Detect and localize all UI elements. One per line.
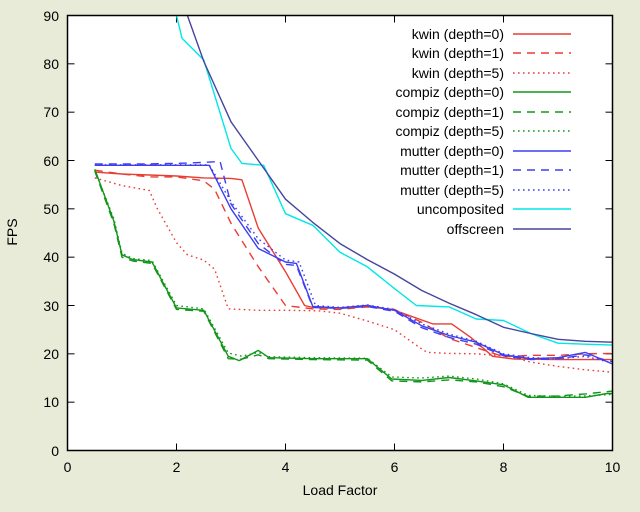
series-line-compiz-depth-0 xyxy=(94,168,613,398)
plot-frame xyxy=(66,14,614,452)
legend-label-compiz-depth-0: compiz (depth=0) xyxy=(395,84,504,101)
legend-swatch-kwin-depth-1 xyxy=(513,52,571,55)
x-axis-title: Load Factor xyxy=(302,482,378,498)
legend-swatch-uncomposited xyxy=(513,208,571,211)
legend-item-kwin-depth-0: kwin (depth=0) xyxy=(395,24,571,44)
legend-label-kwin-depth-0: kwin (depth=0) xyxy=(411,25,504,42)
legend-label-kwin-depth-5: kwin (depth=5) xyxy=(411,64,504,81)
legend-label-kwin-depth-1: kwin (depth=1) xyxy=(411,45,504,62)
legend-swatch-compiz-depth-0 xyxy=(513,91,571,94)
x-tick-label-10: 10 xyxy=(604,459,621,475)
y-tick-label-10: 10 xyxy=(43,394,59,411)
x-tick-label-2: 2 xyxy=(172,459,181,475)
legend-label-offscreen: offscreen xyxy=(446,220,504,237)
y-tick-label-50: 50 xyxy=(43,200,59,217)
legend-label-uncomposited: uncomposited xyxy=(416,201,504,218)
legend-label-mutter-depth-0: mutter (depth=0) xyxy=(400,142,504,159)
y-tick-label-40: 40 xyxy=(43,249,59,266)
series-line-mutter-depth-1 xyxy=(94,160,613,363)
y-tick-label-90: 90 xyxy=(43,7,59,24)
legend-item-compiz-depth-0: compiz (depth=0) xyxy=(395,83,571,103)
y-axis-title: FPS xyxy=(4,218,20,246)
series-line-mutter-depth-0 xyxy=(94,164,613,365)
series-line-compiz-depth-5 xyxy=(94,169,613,398)
legend-label-compiz-depth-1: compiz (depth=1) xyxy=(395,103,504,120)
legend-swatch-kwin-depth-0 xyxy=(513,32,571,35)
legend-item-offscreen: offscreen xyxy=(395,219,571,239)
legend-item-mutter-depth-0: mutter (depth=0) xyxy=(395,141,571,161)
x-tick-label-6: 6 xyxy=(390,459,399,475)
x-tick-label-4: 4 xyxy=(281,459,290,475)
y-tick-label-70: 70 xyxy=(43,104,59,121)
y-tick-label-20: 20 xyxy=(43,345,59,362)
series-line-compiz-depth-1 xyxy=(94,170,613,398)
legend-swatch-compiz-depth-5 xyxy=(513,130,571,133)
legend-item-kwin-depth-5: kwin (depth=5) xyxy=(395,63,571,83)
legend-item-mutter-depth-1: mutter (depth=1) xyxy=(395,161,571,181)
legend-item-uncomposited: uncomposited xyxy=(395,200,571,220)
series-line-kwin-depth-1 xyxy=(94,169,613,358)
legend-item-compiz-depth-1: compiz (depth=1) xyxy=(395,102,571,122)
legend-swatch-mutter-depth-0 xyxy=(513,149,571,152)
series-line-offscreen xyxy=(186,15,613,343)
legend-swatch-mutter-depth-5 xyxy=(513,188,571,191)
legend-swatch-offscreen xyxy=(513,227,571,230)
legend-item-mutter-depth-5: mutter (depth=5) xyxy=(395,180,571,200)
legend-item-kwin-depth-1: kwin (depth=1) xyxy=(395,44,571,64)
y-tick-label-0: 0 xyxy=(51,442,59,459)
x-tick-label-8: 8 xyxy=(499,459,508,475)
y-tick-label-30: 30 xyxy=(43,297,59,314)
legend-swatch-mutter-depth-1 xyxy=(513,169,571,172)
legend-label-mutter-depth-5: mutter (depth=5) xyxy=(400,181,504,198)
legend-item-compiz-depth-5: compiz (depth=5) xyxy=(395,122,571,142)
series-lines xyxy=(94,15,613,398)
y-tick-label-80: 80 xyxy=(43,55,59,72)
legend-label-compiz-depth-5: compiz (depth=5) xyxy=(395,123,504,140)
x-tick-label-0: 0 xyxy=(63,459,72,475)
series-line-kwin-depth-5 xyxy=(94,177,613,373)
plot-area xyxy=(67,15,613,451)
legend-swatch-compiz-depth-1 xyxy=(513,110,571,113)
legend: kwin (depth=0) kwin (depth=1) kwin (depth=… xyxy=(395,24,571,239)
y-tick-label-60: 60 xyxy=(43,152,59,169)
legend-label-mutter-depth-1: mutter (depth=1) xyxy=(400,162,504,179)
legend-swatch-kwin-depth-5 xyxy=(513,71,571,74)
